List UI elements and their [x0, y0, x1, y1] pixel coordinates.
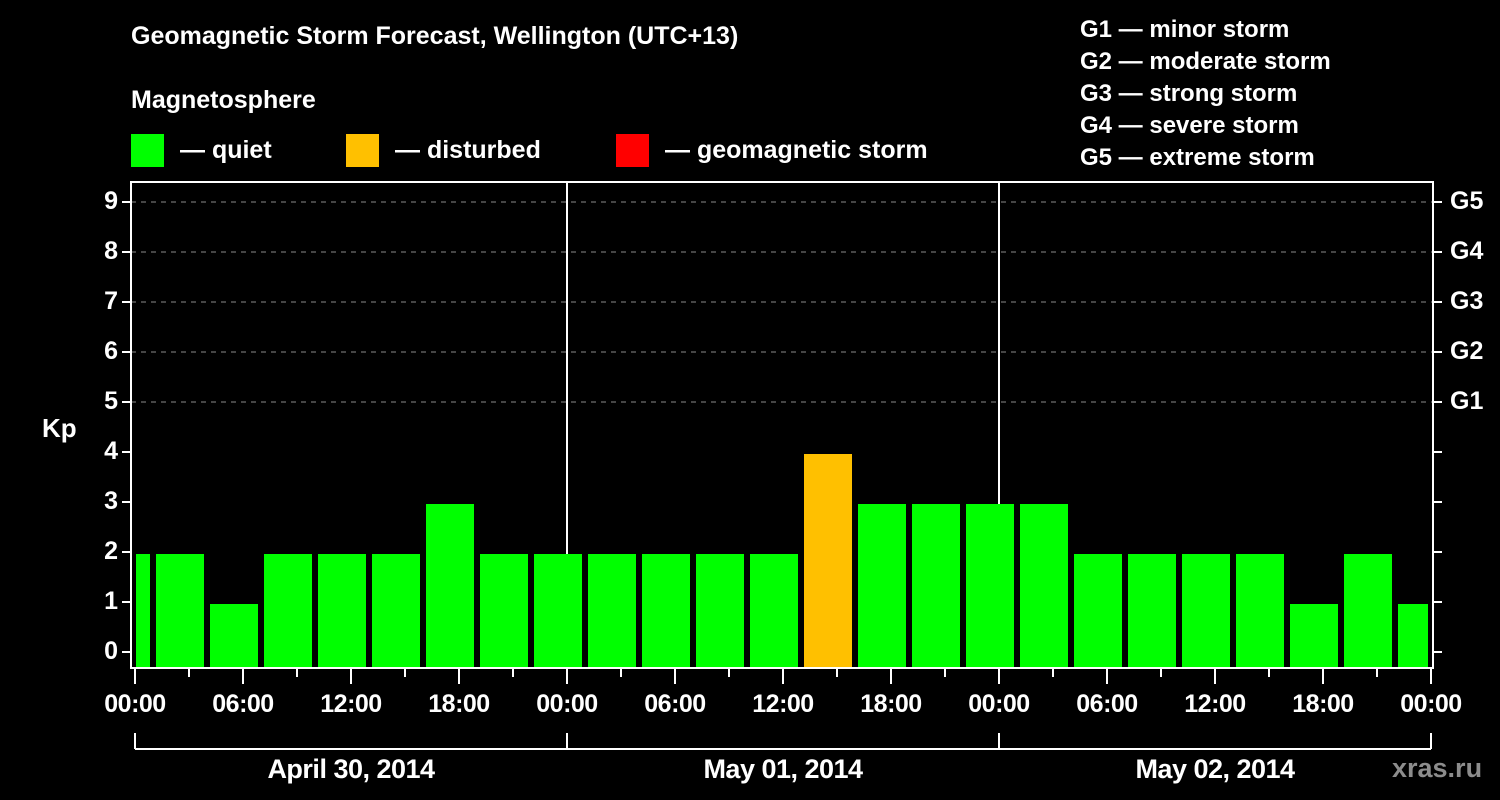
- storm-scale-g2: G2 — moderate storm: [1080, 48, 1331, 75]
- y-tick-label: 0: [104, 637, 118, 665]
- y-axis-title: Kp: [42, 413, 77, 443]
- storm-scale-g4: G4 — severe storm: [1080, 112, 1299, 139]
- kp-bar: [372, 554, 420, 667]
- y-tick-label: 9: [104, 187, 118, 215]
- kp-bar: [1344, 554, 1392, 667]
- storm-scale-legend: G1 — minor storm G2 — moderate storm G3 …: [1080, 14, 1331, 174]
- kp-bar: [804, 454, 852, 667]
- date-label: May 01, 2014: [703, 754, 863, 784]
- date-label: April 30, 2014: [267, 754, 435, 784]
- x-tick-label: 12:00: [752, 690, 814, 718]
- kp-bar: [642, 554, 690, 667]
- legend-item-disturbed: — disturbed: [346, 133, 541, 167]
- y-tick-label: 5: [104, 387, 118, 415]
- x-tick-label: 18:00: [1292, 690, 1354, 718]
- y-tick-label: 4: [104, 437, 118, 465]
- kp-bar: [264, 554, 312, 667]
- kp-bar: [966, 504, 1014, 667]
- storm-scale-g1: G1 — minor storm: [1080, 16, 1290, 43]
- x-tick-label: 00:00: [968, 690, 1030, 718]
- legend-item-quiet: — quiet: [131, 133, 272, 167]
- x-tick-label: 12:00: [320, 690, 382, 718]
- y-tick-label: 1: [104, 587, 118, 615]
- kp-bar: [318, 554, 366, 667]
- storm-swatch-icon: [616, 133, 649, 167]
- g-tick-label: G3: [1450, 287, 1484, 315]
- x-tick-label: 12:00: [1184, 690, 1246, 718]
- y-tick-label: 3: [104, 487, 118, 515]
- kp-bar: [750, 554, 798, 667]
- x-tick-label: 06:00: [1076, 690, 1138, 718]
- legend-label-disturbed: — disturbed: [395, 135, 541, 164]
- kp-bar: [588, 554, 636, 667]
- watermark: xras.ru: [1392, 753, 1483, 783]
- g-tick-label: G1: [1450, 387, 1484, 415]
- kp-bar: [1128, 554, 1176, 667]
- kp-bar: [1020, 504, 1068, 667]
- kp-bar: [1182, 554, 1230, 667]
- x-tick-label: 18:00: [860, 690, 922, 718]
- x-tick-label: 00:00: [104, 690, 166, 718]
- legend-label-quiet: — quiet: [180, 135, 272, 164]
- g-tick-label: G2: [1450, 337, 1484, 365]
- kp-bar: [1236, 554, 1284, 667]
- x-tick-label: 00:00: [1400, 690, 1462, 718]
- kp-bar: [1290, 604, 1338, 667]
- y-tick-label: 8: [104, 237, 118, 265]
- quiet-swatch-icon: [131, 133, 164, 167]
- plot-frame: [122, 181, 1442, 750]
- kp-bar: [696, 554, 744, 667]
- x-tick-label: 06:00: [212, 690, 274, 718]
- kp-bar: [1398, 604, 1428, 667]
- x-tick-label: 18:00: [428, 690, 490, 718]
- kp-bar: [426, 504, 474, 667]
- kp-bar: [210, 604, 258, 667]
- y-tick-label: 7: [104, 287, 118, 315]
- storm-scale-g3: G3 — strong storm: [1080, 80, 1298, 107]
- x-tick-label: 00:00: [536, 690, 598, 718]
- kp-bar: [912, 504, 960, 667]
- kp-bar: [156, 554, 204, 667]
- bars: [136, 454, 1428, 667]
- y-tick-label: 6: [104, 337, 118, 365]
- x-tick-label: 06:00: [644, 690, 706, 718]
- storm-scale-g5: G5 — extreme storm: [1080, 144, 1315, 171]
- kp-bar: [534, 554, 582, 667]
- g-tick-label: G4: [1450, 237, 1484, 265]
- kp-bar: [858, 504, 906, 667]
- legend-label-storm: — geomagnetic storm: [665, 135, 928, 164]
- kp-bar: [480, 554, 528, 667]
- chart-title: Geomagnetic Storm Forecast, Wellington (…: [131, 22, 739, 50]
- g-tick-label: G5: [1450, 187, 1484, 215]
- kp-bar: [1074, 554, 1122, 667]
- disturbed-swatch-icon: [346, 133, 379, 167]
- date-label: May 02, 2014: [1135, 754, 1295, 784]
- legend-title: Magnetosphere: [131, 86, 316, 114]
- legend-item-storm: — geomagnetic storm: [616, 133, 928, 167]
- y-tick-label: 2: [104, 537, 118, 565]
- kp-bar: [136, 554, 150, 667]
